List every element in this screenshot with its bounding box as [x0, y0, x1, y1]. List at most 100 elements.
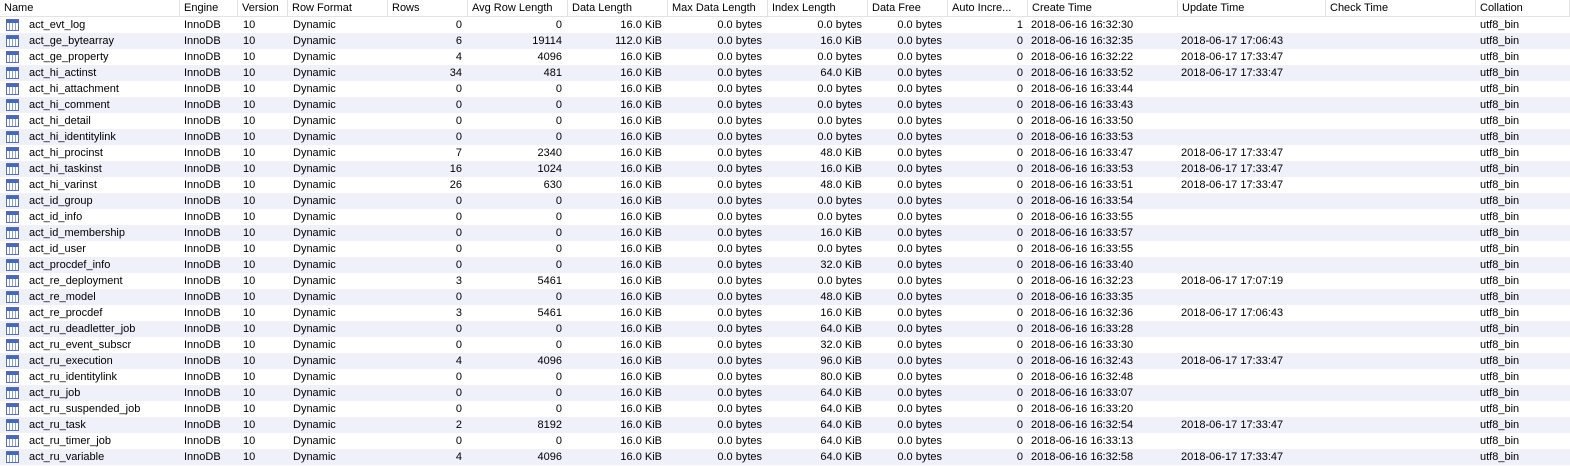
cell-check-time [1329, 257, 1476, 273]
cell-version: 10 [243, 291, 256, 303]
cell-version: 10 [243, 355, 256, 367]
cell-max-data-length: 0.0 bytes [717, 19, 762, 31]
cell-row-format: Dynamic [293, 227, 336, 239]
column-header-data-free[interactable]: Data Free [868, 0, 948, 16]
table-row[interactable]: act_ru_identitylink InnoDB 10 Dynamic 0 0 16.0… [0, 369, 1570, 385]
column-header-name[interactable]: Name [0, 0, 180, 16]
cell-name: act_ru_event_subscr [29, 339, 132, 351]
cell-check-time [1329, 337, 1476, 353]
cell-data-free: 0.0 bytes [897, 131, 942, 143]
table-row[interactable]: act_hi_attachment InnoDB 10 Dynamic 0 0 16.0 K… [0, 81, 1570, 97]
table-row[interactable]: act_procdef_info InnoDB 10 Dynamic 0 0 16.0 Ki… [0, 257, 1570, 273]
cell-auto-increment: 0 [1016, 147, 1023, 159]
table-row[interactable]: act_ge_bytearray InnoDB 10 Dynamic 6 19114 112… [0, 33, 1570, 49]
column-header-rows[interactable]: Rows [388, 0, 468, 16]
table-row[interactable]: act_hi_detail InnoDB 10 Dynamic 0 0 16.0 KiB 0.… [0, 113, 1570, 129]
cell-max-data-length: 0.0 bytes [717, 83, 762, 95]
cell-avg-row-length: 4096 [537, 451, 562, 463]
cell-version: 10 [243, 19, 256, 31]
column-header-index-length[interactable]: Index Length [768, 0, 868, 16]
column-header-max-data-length[interactable]: Max Data Length [668, 0, 768, 16]
table-row[interactable]: act_id_info InnoDB 10 Dynamic 0 0 16.0 KiB 0.0 … [0, 209, 1570, 225]
cell-check-time [1329, 17, 1476, 33]
cell-create-time: 2018-06-16 16:33:20 [1031, 403, 1134, 415]
cell-name: act_id_user [29, 243, 86, 255]
column-header-avg-row-length[interactable]: Avg Row Length [468, 0, 568, 16]
table-row[interactable]: act_re_deployment InnoDB 10 Dynamic 3 5461 16.… [0, 273, 1570, 289]
table-icon [6, 179, 19, 191]
cell-avg-row-length: 4096 [537, 51, 562, 63]
cell-version: 10 [243, 35, 256, 47]
table-row[interactable]: act_id_user InnoDB 10 Dynamic 0 0 16.0 KiB 0.0 … [0, 241, 1570, 257]
cell-update-time: 2018-06-17 17:33:47 [1181, 67, 1284, 79]
cell-collation: utf8_bin [1480, 211, 1520, 223]
table-row[interactable]: act_hi_varinst InnoDB 10 Dynamic 26 630 16.0 K… [0, 177, 1570, 193]
table-icon [6, 403, 19, 415]
cell-create-time: 2018-06-16 16:33:35 [1031, 291, 1134, 303]
column-header-collation[interactable]: Collation [1476, 0, 1570, 16]
cell-data-length: 16.0 KiB [620, 83, 662, 95]
table-row[interactable]: act_evt_log InnoDB 10 Dynamic 0 0 16.0 KiB 0.0 … [0, 17, 1570, 33]
table-row[interactable]: act_hi_comment InnoDB 10 Dynamic 0 0 16.0 KiB 0… [0, 97, 1570, 113]
column-header-version[interactable]: Version [238, 0, 288, 16]
cell-index-length: 64.0 KiB [820, 387, 862, 399]
table-row[interactable]: act_re_model InnoDB 10 Dynamic 0 0 16.0 KiB 0.0… [0, 289, 1570, 305]
cell-check-time [1329, 449, 1476, 465]
cell-check-time [1329, 305, 1476, 321]
cell-check-time [1329, 81, 1476, 97]
column-header-create-time[interactable]: Create Time [1028, 0, 1178, 16]
column-header-data-length[interactable]: Data Length [568, 0, 668, 16]
table-row[interactable]: act_re_procdef InnoDB 10 Dynamic 3 5461 16.0 K… [0, 305, 1570, 321]
cell-update-time: 2018-06-17 17:33:47 [1181, 147, 1284, 159]
table-icon [6, 307, 19, 319]
column-header-engine[interactable]: Engine [180, 0, 238, 16]
cell-version: 10 [243, 275, 256, 287]
cell-name: act_hi_identitylink [29, 131, 116, 143]
table-row[interactable]: act_ru_timer_job InnoDB 10 Dynamic 0 0 16.0 Ki… [0, 433, 1570, 449]
table-row[interactable]: act_ru_job InnoDB 10 Dynamic 0 0 16.0 KiB 0.0 b… [0, 385, 1570, 401]
cell-name: act_re_model [29, 291, 96, 303]
table-row[interactable]: act_hi_taskinst InnoDB 10 Dynamic 16 1024 16.0… [0, 161, 1570, 177]
cell-check-time [1329, 49, 1476, 65]
cell-update-time [1181, 321, 1326, 337]
table-row[interactable]: act_ru_execution InnoDB 10 Dynamic 4 4096 16.0… [0, 353, 1570, 369]
cell-index-length: 64.0 KiB [820, 419, 862, 431]
cell-index-length: 0.0 bytes [817, 99, 862, 111]
cell-collation: utf8_bin [1480, 291, 1520, 303]
table-row[interactable]: act_id_membership InnoDB 10 Dynamic 0 0 16.0 K… [0, 225, 1570, 241]
cell-update-time: 2018-06-17 17:33:47 [1181, 419, 1284, 431]
column-header-auto-increment[interactable]: Auto Incre... [948, 0, 1028, 16]
cell-avg-row-length: 481 [543, 67, 562, 79]
cell-version: 10 [243, 307, 256, 319]
cell-row-format: Dynamic [293, 179, 336, 191]
table-row[interactable]: act_ru_deadletter_job InnoDB 10 Dynamic 0 0 16… [0, 321, 1570, 337]
table-row[interactable]: act_ru_suspended_job InnoDB 10 Dynamic 0 0 16.… [0, 401, 1570, 417]
table-row[interactable]: act_hi_identitylink InnoDB 10 Dynamic 0 0 16.0… [0, 129, 1570, 145]
cell-auto-increment: 0 [1016, 211, 1023, 223]
cell-data-length: 16.0 KiB [620, 275, 662, 287]
cell-auto-increment: 0 [1016, 51, 1023, 63]
cell-check-time [1329, 273, 1476, 289]
cell-avg-row-length: 0 [555, 211, 562, 223]
table-row[interactable]: act_id_group InnoDB 10 Dynamic 0 0 16.0 KiB 0.0… [0, 193, 1570, 209]
cell-avg-row-length: 0 [555, 387, 562, 399]
table-row[interactable]: act_ru_task InnoDB 10 Dynamic 2 8192 16.0 KiB 0… [0, 417, 1570, 433]
column-header-update-time[interactable]: Update Time [1178, 0, 1326, 16]
cell-check-time [1329, 289, 1476, 305]
table-icon [6, 243, 19, 255]
table-row[interactable]: act_hi_actinst InnoDB 10 Dynamic 34 481 16.0 K… [0, 65, 1570, 81]
table-row[interactable]: act_ru_event_subscr InnoDB 10 Dynamic 0 0 16.0… [0, 337, 1570, 353]
cell-auto-increment: 0 [1016, 179, 1023, 191]
table-row[interactable]: act_hi_procinst InnoDB 10 Dynamic 7 2340 16.0 … [0, 145, 1570, 161]
cell-index-length: 16.0 KiB [820, 307, 862, 319]
table-icon [6, 211, 19, 223]
column-header-row-format[interactable]: Row Format [288, 0, 388, 16]
column-header-check-time[interactable]: Check Time [1326, 0, 1476, 16]
cell-data-length: 16.0 KiB [620, 51, 662, 63]
table-row[interactable]: act_ge_property InnoDB 10 Dynamic 4 4096 16.0 … [0, 49, 1570, 65]
table-row[interactable]: act_ru_variable InnoDB 10 Dynamic 4 4096 16.0 … [0, 449, 1570, 465]
cell-avg-row-length: 1024 [537, 163, 562, 175]
cell-data-length: 16.0 KiB [620, 243, 662, 255]
cell-rows: 2 [455, 419, 462, 431]
